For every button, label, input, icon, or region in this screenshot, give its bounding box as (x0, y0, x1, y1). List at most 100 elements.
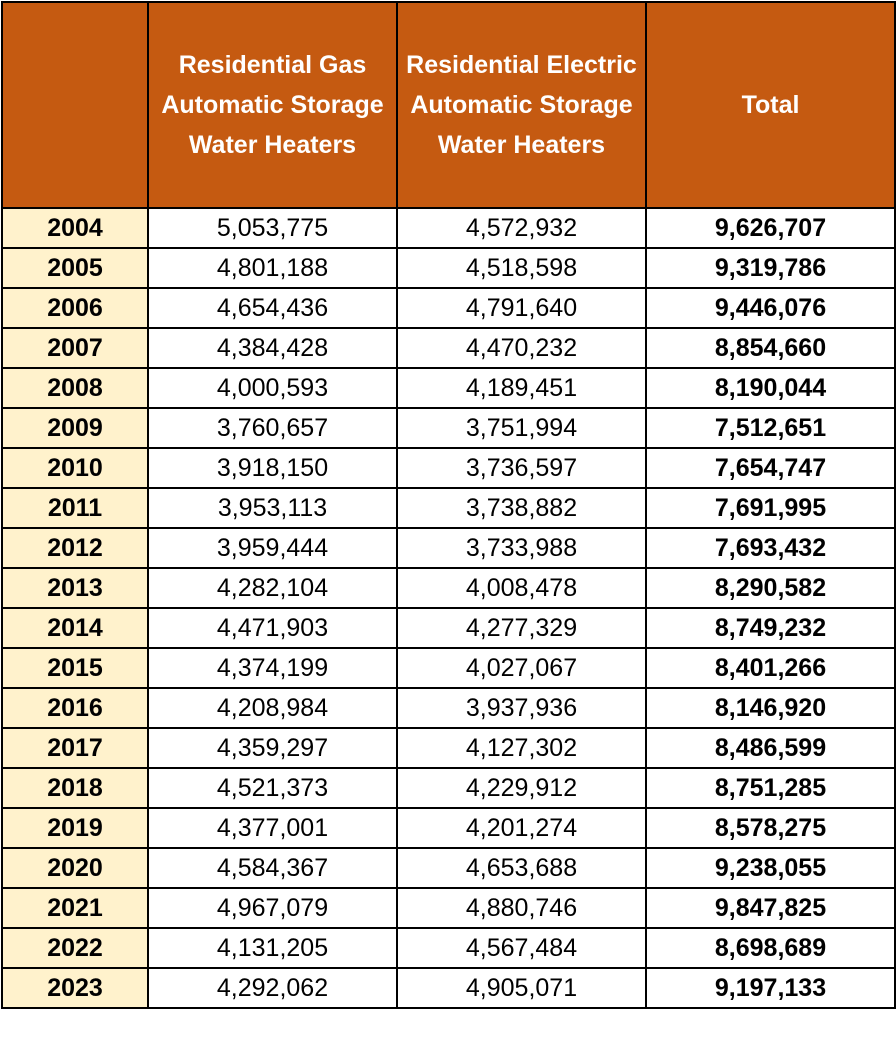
gas-cell: 3,760,657 (147, 407, 398, 449)
table-row: 2004 5,053,775 4,572,932 9,626,707 (1, 207, 896, 249)
electric-cell: 4,518,598 (396, 247, 647, 289)
total-cell: 9,626,707 (645, 207, 896, 249)
year-cell: 2006 (1, 287, 149, 329)
gas-cell: 4,967,079 (147, 887, 398, 929)
gas-cell: 4,208,984 (147, 687, 398, 729)
header-year (1, 1, 149, 209)
electric-cell: 4,470,232 (396, 327, 647, 369)
total-cell: 8,290,582 (645, 567, 896, 609)
table-row: 2005 4,801,188 4,518,598 9,319,786 (1, 247, 896, 289)
electric-cell: 4,653,688 (396, 847, 647, 889)
electric-cell: 3,738,882 (396, 487, 647, 529)
table-row: 2010 3,918,150 3,736,597 7,654,747 (1, 447, 896, 489)
table-row: 2022 4,131,205 4,567,484 8,698,689 (1, 927, 896, 969)
electric-cell: 4,277,329 (396, 607, 647, 649)
year-cell: 2008 (1, 367, 149, 409)
year-cell: 2007 (1, 327, 149, 369)
year-cell: 2019 (1, 807, 149, 849)
table-row: 2018 4,521,373 4,229,912 8,751,285 (1, 767, 896, 809)
table-row: 2007 4,384,428 4,470,232 8,854,660 (1, 327, 896, 369)
table-row: 2020 4,584,367 4,653,688 9,238,055 (1, 847, 896, 889)
total-cell: 7,693,432 (645, 527, 896, 569)
total-cell: 9,238,055 (645, 847, 896, 889)
year-cell: 2004 (1, 207, 149, 249)
electric-cell: 4,791,640 (396, 287, 647, 329)
year-cell: 2015 (1, 647, 149, 689)
table-row: 2009 3,760,657 3,751,994 7,512,651 (1, 407, 896, 449)
total-cell: 8,749,232 (645, 607, 896, 649)
gas-cell: 4,584,367 (147, 847, 398, 889)
electric-cell: 4,567,484 (396, 927, 647, 969)
table-row: 2012 3,959,444 3,733,988 7,693,432 (1, 527, 896, 569)
total-cell: 7,691,995 (645, 487, 896, 529)
electric-cell: 4,905,071 (396, 967, 647, 1009)
year-cell: 2017 (1, 727, 149, 769)
electric-cell: 4,201,274 (396, 807, 647, 849)
electric-cell: 4,127,302 (396, 727, 647, 769)
gas-cell: 4,282,104 (147, 567, 398, 609)
total-cell: 8,146,920 (645, 687, 896, 729)
year-cell: 2005 (1, 247, 149, 289)
electric-cell: 4,189,451 (396, 367, 647, 409)
electric-cell: 3,733,988 (396, 527, 647, 569)
gas-cell: 5,053,775 (147, 207, 398, 249)
table-row: 2011 3,953,113 3,738,882 7,691,995 (1, 487, 896, 529)
electric-cell: 3,736,597 (396, 447, 647, 489)
gas-cell: 4,292,062 (147, 967, 398, 1009)
header-total: Total (645, 1, 896, 209)
electric-cell: 4,880,746 (396, 887, 647, 929)
year-cell: 2018 (1, 767, 149, 809)
year-cell: 2012 (1, 527, 149, 569)
year-cell: 2013 (1, 567, 149, 609)
electric-cell: 3,751,994 (396, 407, 647, 449)
year-cell: 2021 (1, 887, 149, 929)
gas-cell: 4,131,205 (147, 927, 398, 969)
total-cell: 9,847,825 (645, 887, 896, 929)
gas-cell: 4,654,436 (147, 287, 398, 329)
year-cell: 2009 (1, 407, 149, 449)
table-row: 2006 4,654,436 4,791,640 9,446,076 (1, 287, 896, 329)
gas-cell: 3,953,113 (147, 487, 398, 529)
water-heater-shipments-table: Residential Gas Automatic Storage Water … (1, 1, 896, 1009)
electric-cell: 4,572,932 (396, 207, 647, 249)
electric-cell: 3,937,936 (396, 687, 647, 729)
gas-cell: 4,384,428 (147, 327, 398, 369)
total-cell: 8,854,660 (645, 327, 896, 369)
total-cell: 7,512,651 (645, 407, 896, 449)
total-cell: 8,578,275 (645, 807, 896, 849)
total-cell: 8,190,044 (645, 367, 896, 409)
total-cell: 8,698,689 (645, 927, 896, 969)
table-row: 2021 4,967,079 4,880,746 9,847,825 (1, 887, 896, 929)
gas-cell: 4,359,297 (147, 727, 398, 769)
table-row: 2008 4,000,593 4,189,451 8,190,044 (1, 367, 896, 409)
electric-cell: 4,008,478 (396, 567, 647, 609)
table-row: 2016 4,208,984 3,937,936 8,146,920 (1, 687, 896, 729)
gas-cell: 4,000,593 (147, 367, 398, 409)
total-cell: 9,197,133 (645, 967, 896, 1009)
gas-cell: 4,801,188 (147, 247, 398, 289)
header-electric-heaters: Residential Electric Automatic Storage W… (396, 1, 647, 209)
table-row: 2017 4,359,297 4,127,302 8,486,599 (1, 727, 896, 769)
year-cell: 2016 (1, 687, 149, 729)
gas-cell: 4,521,373 (147, 767, 398, 809)
gas-cell: 4,374,199 (147, 647, 398, 689)
gas-cell: 4,377,001 (147, 807, 398, 849)
total-cell: 9,319,786 (645, 247, 896, 289)
total-cell: 8,401,266 (645, 647, 896, 689)
header-row: Residential Gas Automatic Storage Water … (1, 1, 896, 209)
year-cell: 2011 (1, 487, 149, 529)
year-cell: 2022 (1, 927, 149, 969)
table-row: 2013 4,282,104 4,008,478 8,290,582 (1, 567, 896, 609)
total-cell: 7,654,747 (645, 447, 896, 489)
table-row: 2015 4,374,199 4,027,067 8,401,266 (1, 647, 896, 689)
table-row: 2014 4,471,903 4,277,329 8,749,232 (1, 607, 896, 649)
electric-cell: 4,027,067 (396, 647, 647, 689)
gas-cell: 3,959,444 (147, 527, 398, 569)
year-cell: 2020 (1, 847, 149, 889)
table-body: 2004 5,053,775 4,572,932 9,626,707 2005 4,801… (1, 207, 896, 1009)
year-cell: 2023 (1, 967, 149, 1009)
table-row: 2023 4,292,062 4,905,071 9,197,133 (1, 967, 896, 1009)
total-cell: 8,486,599 (645, 727, 896, 769)
gas-cell: 3,918,150 (147, 447, 398, 489)
header-gas-heaters: Residential Gas Automatic Storage Water … (147, 1, 398, 209)
